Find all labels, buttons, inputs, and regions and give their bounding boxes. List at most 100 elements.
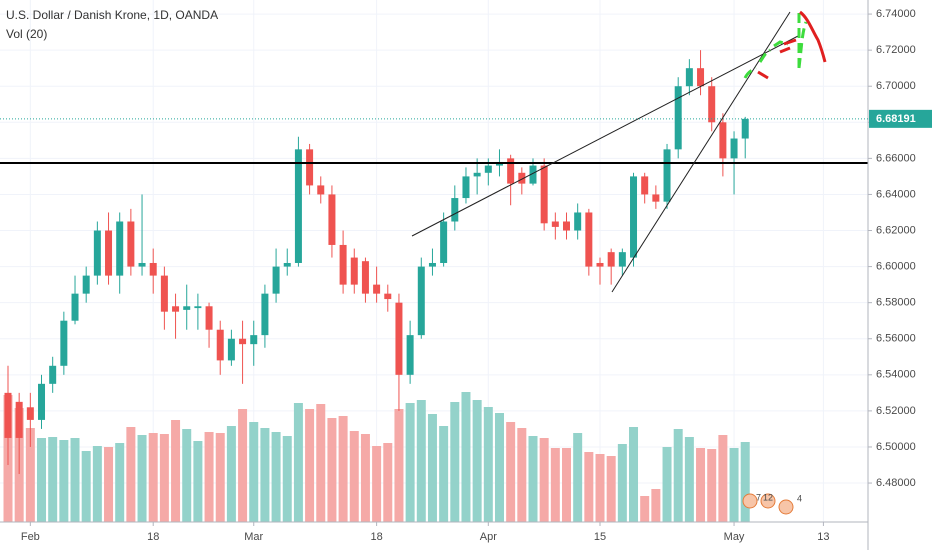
- event-icon: [778, 499, 794, 515]
- y-tick-label: 6.64000: [876, 188, 916, 200]
- candle-body: [339, 244, 347, 285]
- y-tick-label: 6.56000: [876, 333, 916, 345]
- candle-body: [160, 275, 168, 312]
- candle-body: [15, 401, 23, 438]
- candle-body: [105, 230, 113, 276]
- volume-bar: [316, 404, 326, 522]
- event-badges: 7 12 4: [742, 492, 802, 515]
- x-tick-label: Mar: [244, 531, 263, 543]
- volume-bar: [629, 427, 639, 522]
- chart-subtitle: Vol (20): [6, 27, 47, 41]
- volume-bar: [673, 429, 683, 522]
- candle-body: [149, 262, 157, 276]
- volume-bar: [137, 435, 147, 522]
- candle-body: [127, 221, 135, 267]
- volume-bar: [81, 451, 91, 522]
- candle-body: [719, 122, 727, 159]
- candle-body: [596, 262, 604, 267]
- candle-body: [563, 221, 570, 231]
- candle-body: [294, 149, 302, 263]
- volume-bar: [584, 452, 594, 522]
- volume-bar: [260, 428, 270, 522]
- x-tick-label: May: [724, 531, 745, 543]
- volume-bar: [606, 456, 616, 522]
- candle-body: [82, 275, 90, 294]
- candle-body: [507, 158, 515, 184]
- candle-body: [417, 266, 425, 336]
- volume-bar: [293, 403, 303, 522]
- volume-bar: [159, 434, 169, 522]
- event-icon: [742, 493, 758, 509]
- candle-body: [574, 212, 582, 231]
- volume-bar: [383, 443, 393, 522]
- candle-body: [440, 221, 448, 263]
- candle-body: [350, 257, 358, 285]
- x-tick-label: 13: [817, 531, 829, 543]
- candle-body: [741, 118, 749, 139]
- price-axis: [868, 0, 932, 550]
- candle-body: [674, 86, 682, 150]
- candle-body: [49, 365, 57, 384]
- candle-body: [183, 306, 191, 310]
- volume-bar: [215, 433, 225, 522]
- candle-body: [239, 338, 247, 345]
- x-tick-label: Apr: [480, 531, 497, 543]
- candle-body: [462, 176, 470, 199]
- candle-body: [730, 138, 738, 159]
- volume-bar: [461, 392, 471, 522]
- y-tick-label: 6.72000: [876, 44, 916, 56]
- candle-body: [93, 230, 101, 276]
- candle-body: [373, 284, 381, 294]
- volume-bar: [729, 448, 739, 522]
- volume-bar: [595, 454, 605, 522]
- volume-bar: [483, 407, 493, 522]
- x-tick-label: 18: [147, 531, 159, 543]
- y-tick-label: 6.48000: [876, 477, 916, 489]
- volume-bar: [193, 441, 203, 522]
- candle-body: [652, 194, 660, 202]
- volume-bar: [416, 400, 426, 522]
- y-tick-label: 6.52000: [876, 405, 916, 417]
- y-tick-label: 6.58000: [876, 297, 916, 309]
- volume-bar: [439, 426, 449, 522]
- volume-bar: [59, 440, 69, 522]
- volume-bar: [573, 433, 583, 522]
- volume-bar: [539, 438, 549, 522]
- projection-red: [757, 10, 827, 80]
- candle-body: [26, 407, 34, 420]
- candle-body: [250, 335, 258, 345]
- volume-bar: [305, 409, 315, 522]
- volume-bar: [562, 448, 571, 522]
- volume-bar: [338, 416, 348, 522]
- event-count: 12: [763, 492, 773, 502]
- volume-bar: [271, 432, 281, 522]
- volume-bar: [640, 496, 650, 522]
- y-tick-label: 6.54000: [876, 369, 916, 381]
- y-tick-label: 6.66000: [876, 152, 916, 164]
- event-count: 7: [756, 492, 761, 502]
- candle-body: [194, 306, 202, 309]
- candle-body: [406, 335, 414, 375]
- volume-bar: [427, 414, 437, 522]
- candle-body: [630, 176, 638, 258]
- volume-bar: [405, 403, 415, 522]
- volume-bar: [238, 409, 248, 522]
- candle-body: [60, 320, 68, 366]
- volume-bar: [282, 436, 292, 522]
- candle-body: [38, 383, 46, 420]
- candle-body: [708, 86, 716, 123]
- volume-bar: [25, 428, 35, 522]
- candle-body: [205, 306, 213, 330]
- volume-bar: [37, 438, 47, 522]
- candle-body: [384, 293, 392, 300]
- volume-bar: [115, 443, 125, 522]
- y-tick-label: 6.70000: [876, 80, 916, 92]
- volume-bar: [249, 422, 259, 522]
- y-tick-label: 6.74000: [876, 8, 916, 20]
- candle-body: [540, 165, 548, 224]
- candle-body: [317, 185, 325, 195]
- volume-bar: [506, 422, 516, 522]
- candle-body: [451, 198, 459, 222]
- candle-body: [473, 172, 481, 177]
- candle-body: [395, 302, 403, 375]
